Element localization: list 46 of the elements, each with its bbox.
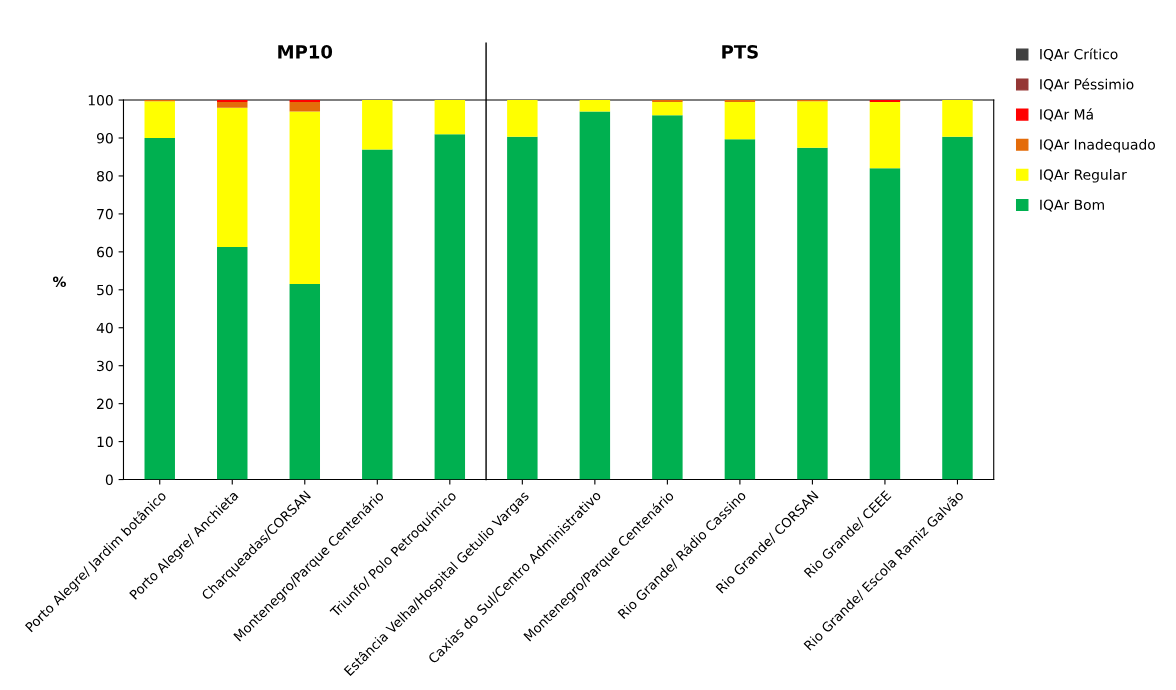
bar	[434, 134, 466, 480]
bar	[579, 111, 611, 480]
legend-label: IQAr Bom	[1040, 199, 1104, 212]
bar	[942, 136, 973, 480]
bar	[652, 101, 683, 116]
legend-label: IQAr Má	[1040, 108, 1093, 122]
y-tick-label: 10	[97, 436, 113, 448]
bar	[507, 136, 538, 480]
legend-label: IQAr Regular	[1040, 169, 1127, 183]
bar	[362, 100, 393, 150]
y-tick-label: 20	[97, 398, 113, 410]
bar	[217, 101, 248, 108]
y-tick-label: 40	[96, 322, 113, 334]
y-tick-label: 0	[105, 474, 113, 486]
y-tick-label: 90	[96, 132, 113, 144]
bar	[217, 246, 248, 480]
annotation: PTS	[722, 44, 758, 59]
y-tick-label: 100	[88, 95, 113, 106]
annotation: MP10	[278, 44, 333, 59]
bar	[144, 101, 175, 138]
y-tick-label: 70	[97, 208, 113, 220]
bar	[724, 101, 756, 140]
bar	[507, 100, 538, 137]
bar	[797, 101, 828, 148]
y-tick-label: 80	[97, 170, 113, 182]
bar	[289, 284, 321, 480]
bar	[144, 138, 175, 480]
bar	[362, 149, 393, 480]
bar	[579, 100, 611, 112]
legend-label: IQAr Inadequado	[1040, 139, 1156, 153]
bar	[217, 107, 248, 247]
bar	[942, 100, 973, 137]
bar	[869, 168, 901, 480]
legend-label: IQAr Péssimio	[1040, 78, 1134, 92]
y-tick-label: 60	[97, 246, 113, 258]
bar	[869, 101, 901, 169]
y-tick-label: 50	[97, 284, 113, 296]
bar	[652, 115, 683, 480]
bar	[797, 147, 828, 480]
bar	[289, 101, 321, 112]
y-tick-label: 30	[97, 360, 113, 372]
y-axis-title: %	[52, 276, 66, 288]
bar	[289, 111, 321, 285]
bar	[434, 100, 466, 135]
legend-label: IQAr Crítico	[1040, 48, 1118, 62]
bar	[724, 139, 756, 480]
